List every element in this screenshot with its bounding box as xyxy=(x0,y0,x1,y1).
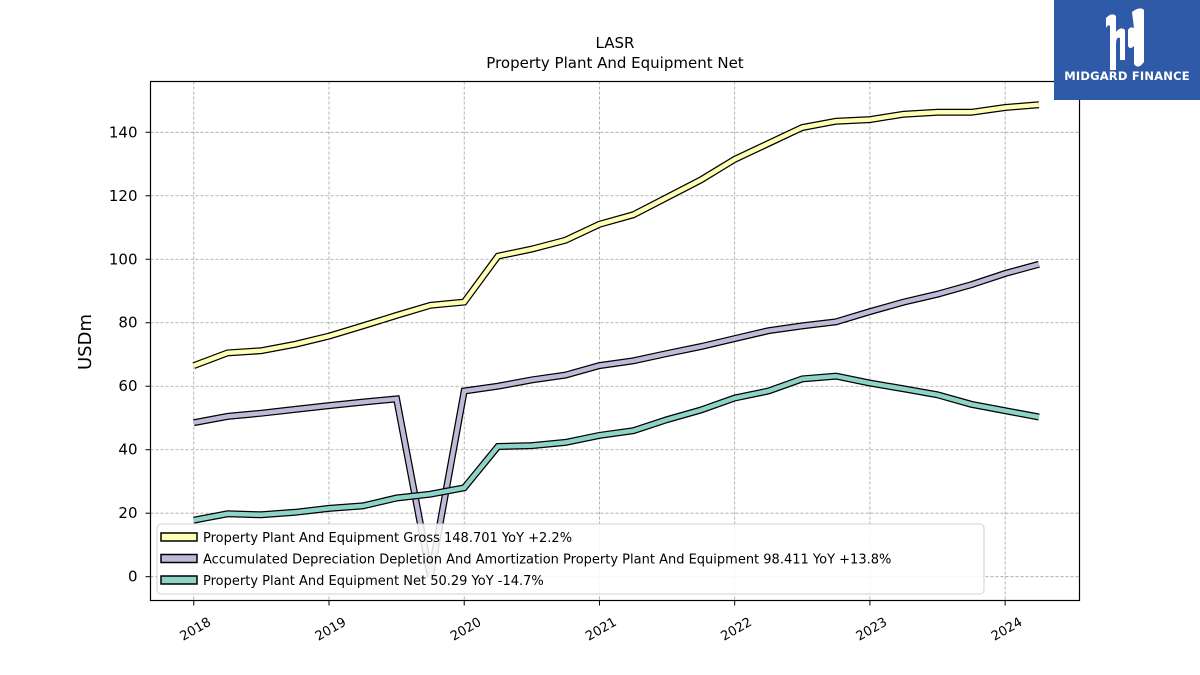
legend-box xyxy=(156,523,985,595)
x-tick-label: 2021 xyxy=(583,615,619,645)
y-tick-label: 20 xyxy=(118,504,137,522)
x-tick-label: 2022 xyxy=(719,615,755,645)
x-tick-label: 2018 xyxy=(178,615,214,645)
series-layer xyxy=(192,101,1040,578)
x-tick-label: 2019 xyxy=(313,615,349,645)
y-tick-label: 120 xyxy=(109,187,138,205)
midgard-logo-icon xyxy=(1106,8,1144,70)
series-line-outline xyxy=(192,101,1040,369)
logo-text: MIDGARD FINANCE xyxy=(1064,69,1190,83)
y-tick-label: 40 xyxy=(118,441,137,459)
series-line-outline xyxy=(193,372,1040,524)
series-line-3 xyxy=(193,373,1040,523)
y-tick-label: 80 xyxy=(118,314,137,332)
legend-entry-label: Property Plant And Equipment Net 50.29 Y… xyxy=(203,574,544,589)
y-tick-label: 0 xyxy=(128,568,138,586)
legend-swatch xyxy=(160,575,198,585)
legend-entry-label: Property Plant And Equipment Gross 148.7… xyxy=(203,531,572,546)
midgard-finance-logo: MIDGARD FINANCE xyxy=(1054,0,1200,100)
y-axis-label: USDm xyxy=(75,314,96,370)
legend-swatch xyxy=(160,553,198,564)
legend-swatch xyxy=(160,532,198,542)
series-line-1 xyxy=(193,102,1040,368)
y-tick-label: 60 xyxy=(118,377,137,395)
series-line-2 xyxy=(193,262,1040,578)
x-tick-label: 2023 xyxy=(854,615,890,645)
plot-frame xyxy=(149,80,1081,602)
legend-entry-label: Accumulated Depreciation Depletion And A… xyxy=(203,553,891,568)
chart-title: LASR xyxy=(596,34,635,52)
grid xyxy=(150,81,1080,601)
x-tick-label: 2024 xyxy=(989,615,1025,645)
y-tick-label: 140 xyxy=(109,123,138,141)
x-tick-label: 2020 xyxy=(448,615,484,645)
y-tick-label: 100 xyxy=(109,250,138,268)
legend: Property Plant And Equipment Gross 148.7… xyxy=(156,523,985,595)
chart-subtitle: Property Plant And Equipment Net xyxy=(486,54,743,72)
